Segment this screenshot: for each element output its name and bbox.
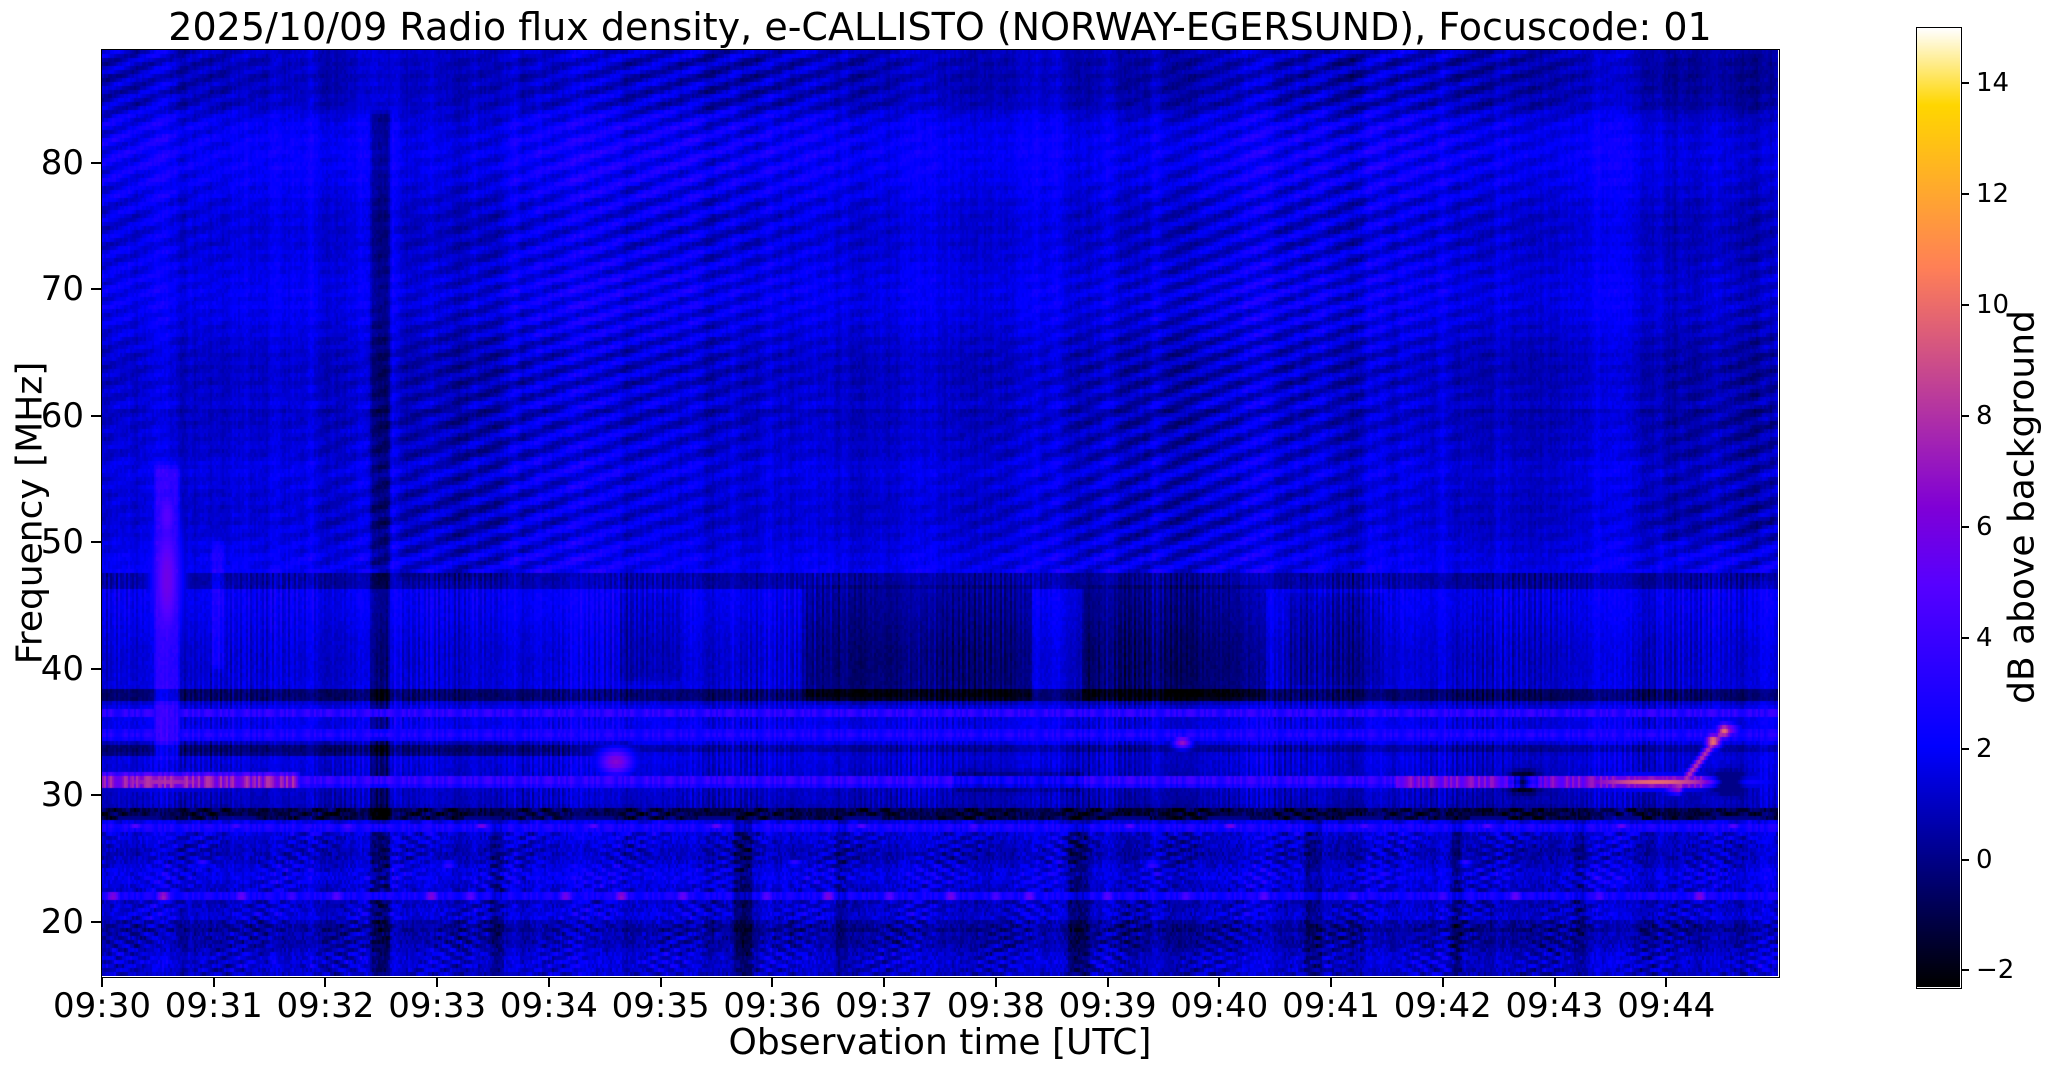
x-tick-label: 09:43 [1505, 986, 1604, 1026]
x-tick-label: 09:35 [611, 986, 710, 1026]
y-tick-mark [91, 541, 101, 544]
y-tick-mark [91, 920, 101, 923]
colorbar-tick-mark [1961, 82, 1969, 85]
x-tick-label: 09:32 [276, 986, 375, 1026]
colorbar-tick-mark [1961, 415, 1969, 418]
x-tick-label: 09:34 [499, 986, 598, 1026]
spectrogram-canvas [102, 50, 1778, 976]
x-tick-mark [771, 977, 774, 987]
colorbar-tick-label: 2 [1976, 733, 1993, 764]
x-tick-mark [1106, 977, 1109, 987]
colorbar-tick-mark [1961, 193, 1969, 196]
x-tick-mark [1330, 977, 1333, 987]
y-tick-mark [91, 667, 101, 670]
x-tick-label: 09:38 [946, 986, 1045, 1026]
x-tick-label: 09:31 [164, 986, 263, 1026]
colorbar-tick-label: 0 [1976, 844, 1993, 875]
colorbar-tick-label: −2 [1976, 955, 2015, 986]
figure-title: 2025/10/09 Radio flux density, e-CALLIST… [168, 5, 1712, 49]
colorbar-label: dB above background [2001, 310, 2043, 704]
x-tick-label: 09:39 [1058, 986, 1157, 1026]
x-tick-mark [212, 977, 215, 987]
colorbar-tick-label: 4 [1976, 622, 1993, 653]
colorbar-tick-mark [1961, 525, 1969, 528]
y-tick-label: 60 [40, 395, 84, 436]
colorbar-canvas [1917, 28, 1960, 987]
y-axis-label: Frequency [MHz] [9, 361, 51, 665]
y-tick-label: 20 [40, 901, 84, 942]
y-tick-label: 40 [40, 648, 84, 689]
x-tick-label: 09:33 [388, 986, 487, 1026]
colorbar [1917, 28, 1960, 987]
y-tick-label: 70 [40, 269, 84, 310]
x-tick-mark [324, 977, 327, 987]
y-tick-label: 30 [40, 775, 84, 816]
x-tick-label: 09:44 [1617, 986, 1716, 1026]
colorbar-tick-label: 14 [1976, 68, 2010, 99]
x-tick-label: 09:41 [1282, 986, 1381, 1026]
colorbar-tick-label: 6 [1976, 511, 1993, 542]
spectrogram-plot [102, 50, 1778, 976]
colorbar-tick-label: 10 [1976, 290, 2010, 321]
x-tick-mark [1553, 977, 1556, 987]
y-tick-mark [91, 288, 101, 291]
x-tick-mark [547, 977, 550, 987]
x-tick-label: 09:37 [835, 986, 934, 1026]
y-tick-mark [91, 794, 101, 797]
x-tick-mark [436, 977, 439, 987]
x-tick-label: 09:30 [53, 986, 151, 1026]
x-tick-mark [1665, 977, 1668, 987]
x-tick-label: 09:42 [1393, 986, 1492, 1026]
x-tick-label: 09:40 [1170, 986, 1269, 1026]
x-tick-mark [994, 977, 997, 987]
x-tick-mark [883, 977, 886, 987]
x-tick-mark [659, 977, 662, 987]
colorbar-tick-label: 12 [1976, 179, 2010, 210]
colorbar-tick-mark [1961, 747, 1969, 750]
colorbar-tick-mark [1961, 969, 1969, 972]
y-tick-mark [91, 414, 101, 417]
colorbar-tick-label: 8 [1976, 401, 1993, 432]
colorbar-tick-mark [1961, 304, 1969, 307]
x-tick-mark [1218, 977, 1221, 987]
y-tick-mark [91, 161, 101, 164]
x-axis-label: Observation time [UTC] [728, 1022, 1152, 1063]
x-tick-mark [101, 977, 103, 987]
x-tick-label: 09:36 [723, 986, 822, 1026]
y-tick-label: 50 [40, 522, 84, 563]
y-tick-label: 80 [40, 142, 84, 183]
x-tick-mark [1441, 977, 1444, 987]
colorbar-tick-mark [1961, 636, 1969, 639]
colorbar-tick-mark [1961, 858, 1969, 861]
